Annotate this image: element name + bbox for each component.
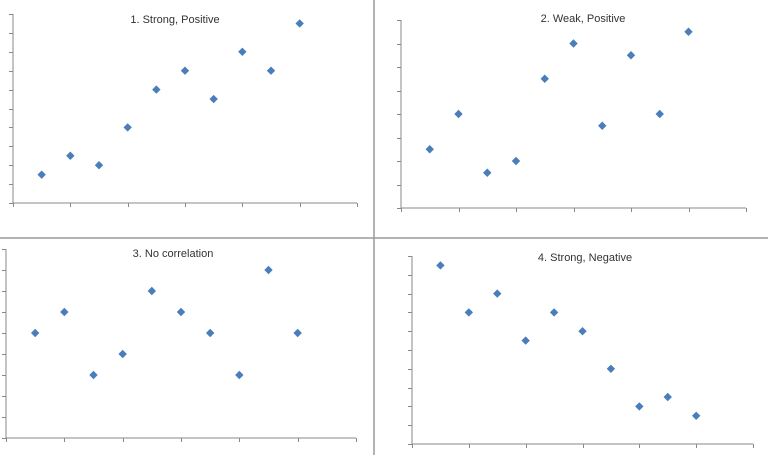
data-point xyxy=(238,47,247,56)
data-point xyxy=(684,27,693,36)
data-point xyxy=(147,286,157,296)
data-point xyxy=(691,411,701,420)
data-point xyxy=(37,170,46,179)
chart-panel-4: 4. Strong, Negative xyxy=(408,252,754,448)
data-point xyxy=(123,123,132,132)
chart-title: 1. Strong, Positive xyxy=(130,14,219,26)
data-point xyxy=(464,308,474,317)
data-point xyxy=(655,109,664,119)
data-point xyxy=(209,94,218,104)
data-point xyxy=(598,121,607,130)
data-point xyxy=(293,328,302,338)
data-point xyxy=(180,66,190,75)
data-point xyxy=(118,349,127,359)
data-point xyxy=(264,265,273,275)
data-point xyxy=(493,289,502,298)
data-point xyxy=(30,328,40,338)
data-point xyxy=(626,51,636,60)
data-point xyxy=(606,364,616,373)
data-point xyxy=(578,327,587,336)
data-point xyxy=(483,168,492,177)
chart-title: 4. Strong, Negative xyxy=(538,252,632,264)
chart-panel-3: 3. No correlation xyxy=(2,248,357,442)
data-point xyxy=(663,392,672,402)
data-point xyxy=(235,370,244,380)
data-point xyxy=(295,19,304,28)
data-point xyxy=(540,74,549,83)
chart-title: 3. No correlation xyxy=(133,248,214,260)
data-point xyxy=(176,307,186,317)
chart-panel-2: 2. Weak, Positive xyxy=(397,13,747,212)
data-point xyxy=(569,39,578,48)
data-point xyxy=(436,261,445,270)
data-point xyxy=(266,66,276,75)
data-point xyxy=(454,109,463,119)
data-point xyxy=(425,145,434,154)
data-point xyxy=(549,308,559,317)
data-point xyxy=(66,151,75,160)
data-point xyxy=(511,156,521,166)
data-point xyxy=(94,161,104,170)
chart-title: 2. Weak, Positive xyxy=(541,13,626,25)
data-point xyxy=(89,370,98,380)
data-point xyxy=(635,402,644,411)
data-point xyxy=(60,307,69,317)
data-point xyxy=(521,336,530,345)
chart-panel-1: 1. Strong, Positive xyxy=(9,14,358,207)
data-point xyxy=(152,85,161,94)
data-point xyxy=(205,328,215,338)
